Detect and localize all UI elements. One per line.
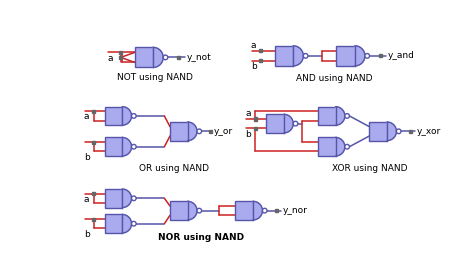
Text: y_not: y_not	[186, 53, 211, 62]
Polygon shape	[170, 122, 188, 141]
Bar	[275, 209, 278, 212]
Bar	[92, 141, 95, 144]
Bar	[210, 130, 212, 133]
Text: a: a	[251, 41, 256, 50]
Text: b: b	[84, 230, 90, 239]
Bar	[254, 127, 257, 130]
Polygon shape	[122, 138, 131, 156]
Polygon shape	[188, 122, 197, 141]
Polygon shape	[105, 215, 122, 233]
Polygon shape	[369, 122, 387, 141]
Text: AND using NAND: AND using NAND	[295, 75, 372, 84]
Text: b: b	[251, 62, 257, 71]
Circle shape	[131, 196, 136, 201]
Polygon shape	[318, 138, 336, 156]
Circle shape	[365, 54, 370, 58]
Polygon shape	[284, 114, 293, 133]
Polygon shape	[266, 114, 284, 133]
Text: y_and: y_and	[388, 51, 415, 60]
Text: a: a	[84, 195, 89, 204]
Circle shape	[293, 121, 298, 126]
Text: a: a	[108, 54, 113, 63]
Polygon shape	[105, 189, 122, 207]
Polygon shape	[135, 48, 153, 67]
Bar	[177, 56, 180, 59]
Circle shape	[263, 208, 267, 213]
Polygon shape	[122, 215, 131, 233]
Text: NOR using NAND: NOR using NAND	[158, 233, 245, 242]
Circle shape	[303, 54, 308, 58]
Text: a: a	[246, 109, 251, 118]
Text: b: b	[246, 130, 251, 139]
Circle shape	[396, 129, 401, 133]
Polygon shape	[355, 46, 365, 66]
Circle shape	[131, 221, 136, 226]
Circle shape	[163, 55, 168, 60]
Polygon shape	[122, 189, 131, 207]
Text: a: a	[84, 112, 89, 121]
Polygon shape	[253, 201, 263, 220]
Text: NOT using NAND: NOT using NAND	[117, 73, 193, 82]
Circle shape	[197, 208, 201, 213]
Circle shape	[345, 114, 349, 118]
Circle shape	[197, 129, 201, 133]
Text: b: b	[84, 153, 90, 162]
Bar	[119, 56, 122, 59]
Polygon shape	[336, 107, 345, 125]
Circle shape	[345, 144, 349, 149]
Circle shape	[131, 114, 136, 118]
Circle shape	[131, 144, 136, 149]
Polygon shape	[153, 48, 163, 67]
Text: y_xor: y_xor	[416, 127, 441, 136]
Text: OR using NAND: OR using NAND	[139, 164, 210, 173]
Bar	[409, 130, 412, 133]
Bar	[259, 59, 263, 63]
Polygon shape	[336, 138, 345, 156]
Bar	[119, 51, 122, 54]
Polygon shape	[105, 138, 122, 156]
Bar	[92, 110, 95, 113]
Polygon shape	[293, 46, 303, 66]
Text: XOR using NAND: XOR using NAND	[332, 164, 408, 173]
Polygon shape	[236, 201, 253, 220]
Polygon shape	[275, 46, 293, 66]
Bar	[254, 117, 257, 121]
Polygon shape	[337, 46, 355, 66]
Text: y_nor: y_nor	[283, 206, 307, 215]
Polygon shape	[122, 107, 131, 125]
Text: y_or: y_or	[214, 127, 233, 136]
Bar	[92, 218, 95, 221]
Bar	[259, 49, 263, 52]
Bar	[92, 192, 95, 195]
Polygon shape	[387, 122, 396, 141]
Polygon shape	[105, 107, 122, 125]
Polygon shape	[188, 201, 197, 220]
Polygon shape	[318, 107, 336, 125]
Polygon shape	[170, 201, 188, 220]
Bar	[379, 54, 382, 57]
